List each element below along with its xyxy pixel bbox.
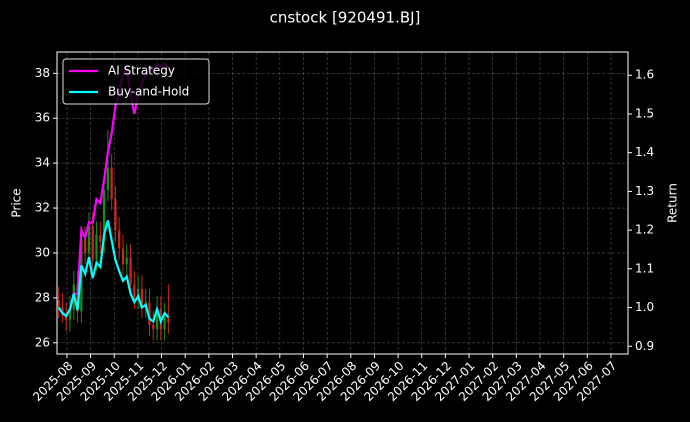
series-line <box>57 220 170 325</box>
candle-body <box>163 315 166 330</box>
candle-body <box>106 167 109 191</box>
y2-tick-label: 1.2 <box>635 223 654 237</box>
candle-body <box>133 284 136 298</box>
legend-box <box>62 58 210 105</box>
candle-body <box>87 226 91 253</box>
candle-body <box>65 315 68 321</box>
y2-tick-label: 1.5 <box>635 106 654 120</box>
legend-label: Buy-and-Hold <box>108 85 189 99</box>
legend: AI Strategy Buy-and-Hold <box>62 58 210 105</box>
y-tick-label: 38 <box>35 66 50 80</box>
candle-body <box>148 302 151 325</box>
candle-body <box>121 248 125 265</box>
candle-body <box>114 199 117 231</box>
y2-tick-label: 1.3 <box>635 184 654 198</box>
candle-body <box>91 226 94 260</box>
y-tick-label: 32 <box>35 201 50 215</box>
y2-tick-label: 1.4 <box>635 145 654 159</box>
candle-body <box>57 300 60 307</box>
candle-body <box>84 239 87 253</box>
candle-body <box>152 324 155 330</box>
y2-tick-label: 1.0 <box>635 300 654 314</box>
y-tick-label: 36 <box>35 111 50 125</box>
y2-tick-label: 0.9 <box>635 339 654 353</box>
candle-body <box>136 288 140 298</box>
y2-tick-label: 1.1 <box>635 261 654 275</box>
y-tick-label: 30 <box>35 245 50 259</box>
candle-body <box>129 257 132 285</box>
candle-body <box>102 190 106 242</box>
candle-body <box>167 315 170 323</box>
y-axis-label: Price <box>10 188 24 217</box>
candle-body <box>155 309 159 330</box>
chart-title: cnstock [920491.BJ] <box>270 9 421 27</box>
legend-label: AI Strategy <box>108 64 175 78</box>
candle-body <box>95 234 98 260</box>
candle-body <box>118 230 121 249</box>
candle-body <box>99 234 102 242</box>
candle-body <box>140 288 144 307</box>
candle-body <box>125 257 128 265</box>
candle-body <box>68 309 72 321</box>
plot-frame <box>56 51 629 355</box>
y2-axis-label: Return <box>666 183 680 223</box>
candle-body <box>110 167 113 200</box>
y2-tick-label: 1.6 <box>635 68 654 82</box>
y-tick-label: 28 <box>35 290 50 304</box>
y-tick-label: 26 <box>35 335 50 349</box>
y-tick-label: 34 <box>35 156 50 170</box>
